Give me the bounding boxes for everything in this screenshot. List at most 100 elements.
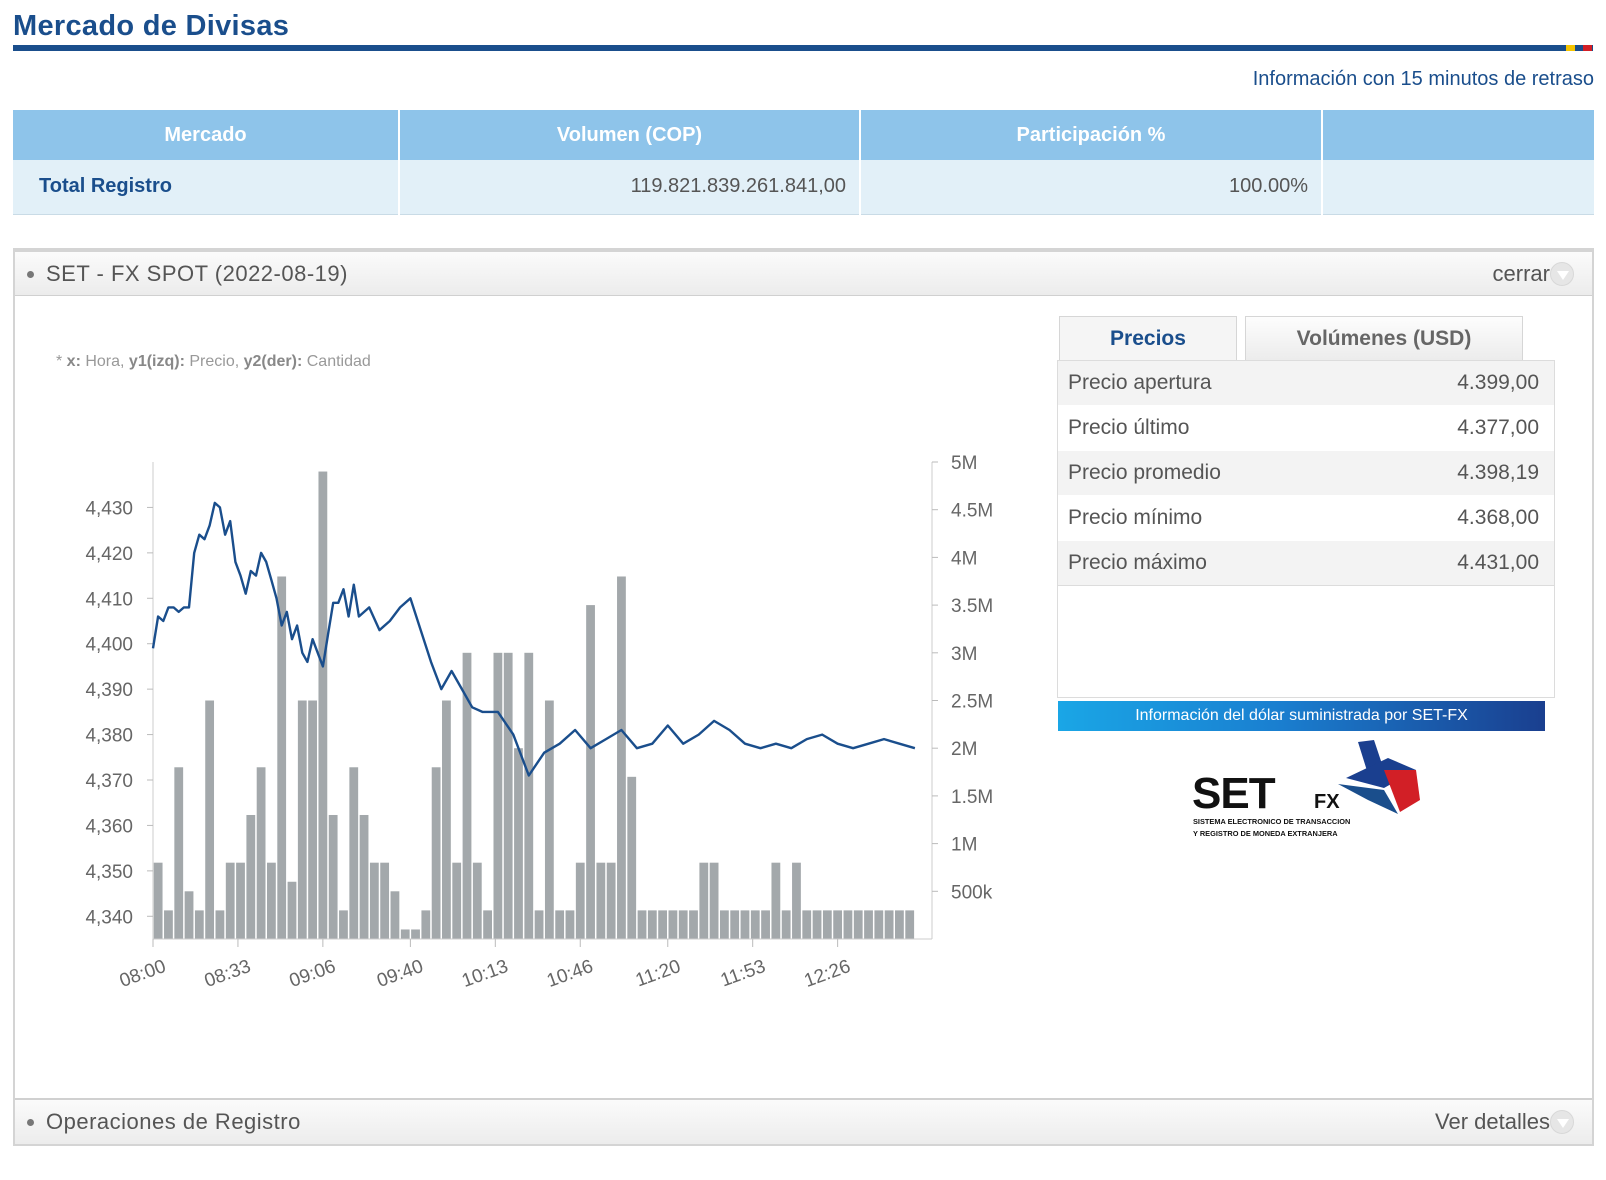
chart-note-y2-key: y2(der): (243, 353, 303, 370)
y-left-tick-label: 4,350 (85, 862, 133, 883)
registry-panel-title: Operaciones de Registro (46, 1109, 301, 1134)
market-name-cell: Total Registro (13, 160, 400, 215)
y-right-tick-label: 4.5M (951, 501, 993, 522)
volume-bar (411, 929, 420, 939)
column-header-share: Participación % (860, 110, 1323, 160)
volume-bar (864, 910, 873, 939)
column-header-volume: Volumen (COP) (399, 110, 861, 160)
y-right-tick-label: 3M (951, 644, 977, 665)
tab-volumenes[interactable]: Volúmenes (USD) (1245, 316, 1523, 360)
volume-bar (514, 748, 523, 939)
volume-bar (843, 910, 853, 939)
price-value: 4.368,00 (1457, 506, 1539, 529)
volume-bar (874, 910, 884, 939)
volume-bar (256, 767, 266, 939)
panel-header: SET - FX SPOT (2022-08-19) cerrar (15, 252, 1592, 296)
chart-note-x-key: x: (66, 353, 81, 370)
x-tick-label: 11:53 (718, 956, 769, 992)
y-left-tick-label: 4,410 (85, 589, 133, 610)
volume-bar (730, 910, 740, 939)
volume-bar (349, 767, 359, 939)
logo-line1: SISTEMA ELECTRONICO DE TRANSACCION (1193, 817, 1350, 826)
volume-bar (534, 910, 544, 939)
volume-bar (524, 652, 534, 939)
details-link[interactable]: Ver detalles (1435, 1109, 1550, 1134)
x-tick-label: 09:40 (374, 956, 426, 992)
x-tick-label: 11:20 (633, 956, 684, 992)
column-header-extra (1322, 110, 1594, 160)
volume-bar (431, 767, 441, 939)
volume-bar (369, 862, 379, 939)
volume-bar (153, 862, 163, 939)
volume-bar (895, 910, 904, 939)
volume-bar (225, 862, 235, 939)
price-value: 4.399,00 (1457, 371, 1539, 394)
x-tick-label: 09:06 (287, 956, 339, 992)
close-link[interactable]: cerrar (1492, 260, 1550, 286)
volume-bar (544, 700, 554, 939)
volume-bar (174, 767, 184, 939)
volume-bar (781, 910, 791, 939)
volume-bar (493, 652, 503, 939)
page-title: Mercado de Divisas (13, 10, 290, 42)
registry-panel-header: Operaciones de Registro Ver detalles (15, 1098, 1592, 1144)
volume-bar (802, 910, 812, 939)
y-left-tick-label: 4,380 (85, 726, 133, 747)
volume-bar (740, 910, 750, 939)
setfx-logo: SET FX SISTEMA ELECTRONICO DE TRANSACCIO… (1192, 740, 1420, 838)
volume-bar (380, 862, 390, 939)
y-right-tick-label: 2M (951, 739, 977, 760)
y-left-tick-label: 4,370 (85, 771, 133, 792)
volume-bar (853, 910, 863, 939)
volume-bar (792, 862, 801, 939)
volume-bar (750, 910, 760, 939)
market-table: Mercado Volumen (COP) Participación % To… (13, 110, 1594, 215)
price-label: Precio promedio (1068, 461, 1221, 484)
volume-bar (771, 862, 781, 939)
x-tick-label: 10:46 (544, 956, 596, 992)
chart-note-y1-key: y1(izq): (128, 353, 185, 370)
y-right-tick-label: 500k (951, 882, 993, 903)
volume-bar (503, 652, 513, 939)
volume-bar (596, 862, 606, 939)
volume-bar (287, 881, 297, 939)
volume-bar (689, 910, 698, 939)
y-left-tick-label: 4,340 (85, 907, 133, 928)
list-item: Precio promedio 4.398,19 (1058, 451, 1554, 496)
volume-bar (617, 576, 626, 939)
list-item: Precio último 4.377,00 (1058, 406, 1554, 451)
y-left-tick-label: 4,420 (85, 544, 133, 565)
volume-bar (277, 576, 287, 939)
y-right-tick-label: 3.5M (951, 596, 993, 617)
volume-bar (905, 910, 915, 939)
x-tick-label: 08:00 (117, 956, 169, 992)
volume-bar (761, 910, 770, 939)
volume-bar (699, 862, 709, 939)
tab-precios[interactable]: Precios (1059, 316, 1237, 360)
price-label: Precio apertura (1068, 371, 1212, 394)
volume-bar (266, 862, 276, 939)
volume-bar (472, 862, 482, 939)
price-line (151, 501, 916, 777)
chart-note: * x: Hora, y1(izq): Precio, y2(der): Can… (56, 353, 371, 371)
volume-bar (678, 910, 688, 939)
column-header-market: Mercado (13, 110, 400, 160)
volume-bar (483, 910, 492, 939)
delay-note: Información con 15 minutos de retraso (1252, 68, 1594, 90)
expand-arrow-icon[interactable] (1550, 1110, 1574, 1134)
logo-set-text: SET (1192, 769, 1276, 818)
volume-bar (205, 700, 215, 939)
x-tick-label: 12:26 (801, 956, 853, 992)
list-item: Precio apertura 4.399,00 (1058, 361, 1554, 406)
collapse-arrow-icon[interactable] (1550, 261, 1574, 286)
logo-line2: Y REGISTRO DE MONEDA EXTRANJERA (1193, 829, 1338, 838)
chart-note-y1-val: Precio, (184, 353, 244, 370)
x-tick-label: 08:33 (202, 956, 254, 992)
volume-bar (627, 776, 637, 939)
volume-bar (822, 910, 832, 939)
volume-bar (308, 700, 317, 939)
volume-bar (565, 910, 575, 939)
setfx-banner: Información del dólar suministrada por S… (1058, 701, 1545, 731)
price-value: 4.398,19 (1457, 461, 1539, 484)
y-right-tick-label: 1.5M (951, 787, 993, 808)
